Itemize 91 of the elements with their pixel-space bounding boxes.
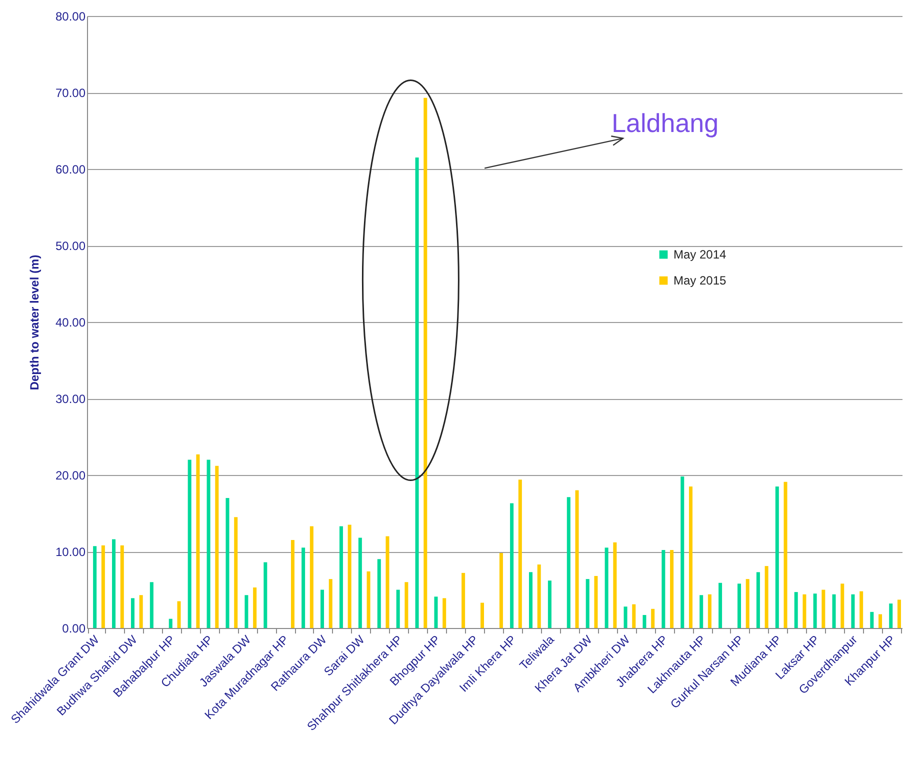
y-tick-label: 0.00: [62, 622, 86, 636]
bar: [226, 498, 230, 628]
bar: [253, 587, 257, 628]
bar: [396, 590, 400, 628]
bar: [339, 526, 343, 628]
bar: [878, 614, 882, 628]
bar: [662, 550, 666, 628]
y-tick-label: 10.00: [55, 545, 86, 559]
bar: [377, 559, 381, 628]
bar: [234, 517, 238, 628]
bar: [168, 618, 172, 628]
bar: [775, 486, 779, 628]
bar: [480, 602, 484, 628]
bar: [594, 576, 598, 628]
bar: [386, 536, 390, 628]
bar: [358, 538, 362, 628]
bar: [499, 553, 503, 628]
bar: [813, 594, 817, 628]
y-tick-label: 20.00: [55, 468, 86, 482]
bar: [348, 524, 352, 628]
bar: [822, 590, 826, 628]
y-tick-label: 70.00: [55, 86, 86, 100]
bar: [802, 594, 806, 628]
bar: [310, 526, 314, 628]
bar: [177, 601, 181, 628]
bar: [215, 466, 219, 628]
bar: [424, 98, 428, 628]
y-axis-title: Depth to water level (m): [27, 254, 42, 390]
bar: [586, 579, 590, 628]
bar: [528, 572, 533, 628]
y-tick-label: 40.00: [55, 316, 86, 330]
legend-label: May 2015: [674, 274, 727, 288]
bar: [442, 598, 446, 628]
bar: [851, 594, 855, 628]
bar: [737, 584, 741, 628]
bar: [897, 600, 901, 628]
bar: [889, 604, 893, 628]
bar: [670, 550, 674, 628]
bar: [518, 480, 522, 628]
bar: [244, 595, 248, 628]
bar: [575, 490, 579, 628]
bar: [680, 476, 684, 628]
bar: [415, 158, 419, 628]
legend-label: May 2014: [674, 248, 727, 262]
bar: [290, 540, 294, 628]
bar: [462, 572, 466, 628]
bar: [632, 604, 636, 628]
bar: [718, 582, 722, 628]
bar: [566, 497, 570, 628]
bar: [548, 580, 552, 628]
bar: [320, 590, 324, 628]
bar: [613, 542, 617, 628]
bar: [537, 564, 541, 628]
bar: [139, 595, 143, 628]
y-tick-label: 30.00: [55, 392, 86, 406]
y-tick-label: 50.00: [55, 239, 86, 253]
y-tick-label: 80.00: [55, 10, 86, 24]
bar: [510, 503, 514, 628]
bar: [708, 594, 712, 628]
bar: [93, 546, 97, 628]
bar: [756, 572, 760, 628]
bar: [700, 595, 704, 628]
bar: [604, 548, 608, 628]
bar: [366, 571, 370, 628]
bar: [196, 454, 200, 628]
bar: [764, 566, 768, 628]
bar: [832, 594, 836, 628]
bar: [434, 596, 438, 628]
bar: [642, 614, 646, 628]
bar: [120, 545, 124, 628]
bar: [870, 612, 874, 628]
bar: [302, 548, 306, 628]
bar: [101, 545, 105, 628]
bar: [840, 584, 844, 628]
bar: [150, 582, 154, 628]
bar: [188, 460, 192, 628]
bar: [404, 582, 408, 628]
bar: [794, 592, 798, 628]
y-tick-label: 60.00: [55, 162, 86, 176]
bar: [860, 591, 864, 628]
bar: [688, 486, 692, 628]
bar: [624, 606, 628, 628]
bar: [746, 579, 750, 628]
bar: [651, 608, 655, 628]
annotation: Laldhang: [612, 108, 719, 138]
bar: [264, 562, 268, 628]
bar: [784, 482, 788, 628]
bar: [112, 539, 116, 628]
bar: [206, 460, 210, 628]
bar: [328, 579, 332, 628]
bar: [130, 598, 134, 628]
